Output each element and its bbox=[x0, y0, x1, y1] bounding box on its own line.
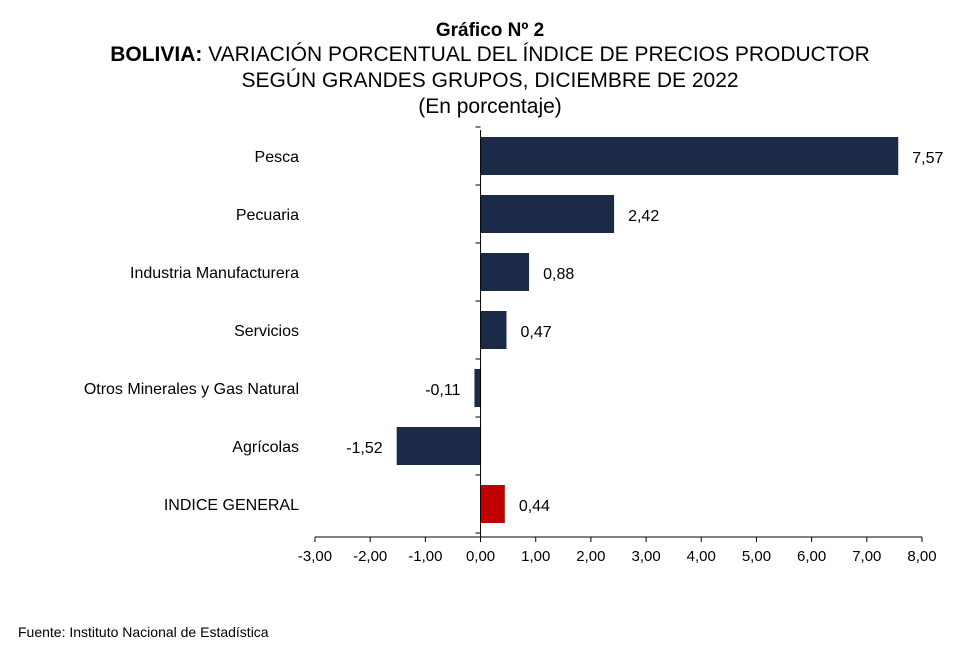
bar-1 bbox=[480, 195, 615, 233]
subtitle-text: VARIACIÓN PORCENTUAL DEL ÍNDICE DE PRECI… bbox=[202, 43, 870, 66]
category-label-4: Otros Minerales y Gas Natural bbox=[84, 381, 299, 398]
category-label-1: Pecuaria bbox=[236, 207, 299, 224]
bar-0 bbox=[480, 137, 899, 175]
x-tick-label-4: 1,00 bbox=[521, 548, 550, 565]
x-tick-label-10: 7,00 bbox=[852, 548, 881, 565]
value-label-2: 0,88 bbox=[543, 266, 574, 283]
bar-3 bbox=[480, 311, 507, 349]
x-tick-label-3: 0,00 bbox=[466, 548, 495, 565]
chart-subtitle: BOLIVIA: VARIACIÓN PORCENTUAL DEL ÍNDICE… bbox=[0, 42, 963, 68]
bar-6 bbox=[480, 485, 505, 523]
value-label-1: 2,42 bbox=[628, 208, 659, 225]
x-tick-label-11: 8,00 bbox=[907, 548, 936, 565]
bar-5 bbox=[396, 427, 481, 465]
chart-title: Gráfico Nº 2 bbox=[435, 20, 545, 41]
x-tick-label-8: 5,00 bbox=[742, 548, 771, 565]
x-tick-label-0: -3,00 bbox=[298, 548, 332, 565]
category-label-2: Industria Manufacturera bbox=[130, 265, 299, 282]
value-label-0: 7,57 bbox=[912, 150, 943, 167]
chart-subtitle-line2: SEGÚN GRANDES GRUPOS, DICIEMBRE DE 2022 bbox=[241, 69, 739, 92]
subtitle-country: BOLIVIA: bbox=[110, 43, 203, 66]
bar-4 bbox=[474, 369, 481, 407]
x-tick-label-6: 3,00 bbox=[631, 548, 660, 565]
value-label-4: -0,11 bbox=[425, 382, 460, 399]
chart-titles: Gráfico Nº 2 BOLIVIA: VARIACIÓN PORCENTU… bbox=[0, 20, 963, 120]
x-tick-label-1: -2,00 bbox=[353, 548, 387, 565]
value-label-3: 0,47 bbox=[520, 324, 551, 341]
value-label-5: -1,52 bbox=[346, 440, 383, 457]
category-label-6: INDICE GENERAL bbox=[164, 497, 299, 514]
x-tick-label-2: -1,00 bbox=[408, 548, 442, 565]
x-tick-label-7: 4,00 bbox=[687, 548, 716, 565]
x-tick-label-9: 6,00 bbox=[797, 548, 826, 565]
value-label-6: 0,44 bbox=[519, 498, 550, 515]
category-label-0: Pesca bbox=[255, 149, 300, 166]
chart-unit: (En porcentaje) bbox=[418, 95, 562, 118]
category-label-5: Agrícolas bbox=[232, 439, 299, 456]
x-tick-label-5: 2,00 bbox=[576, 548, 605, 565]
bar-2 bbox=[480, 253, 530, 291]
category-label-3: Servicios bbox=[234, 323, 299, 340]
source-note: Fuente: Instituto Nacional de Estadístic… bbox=[18, 624, 269, 640]
